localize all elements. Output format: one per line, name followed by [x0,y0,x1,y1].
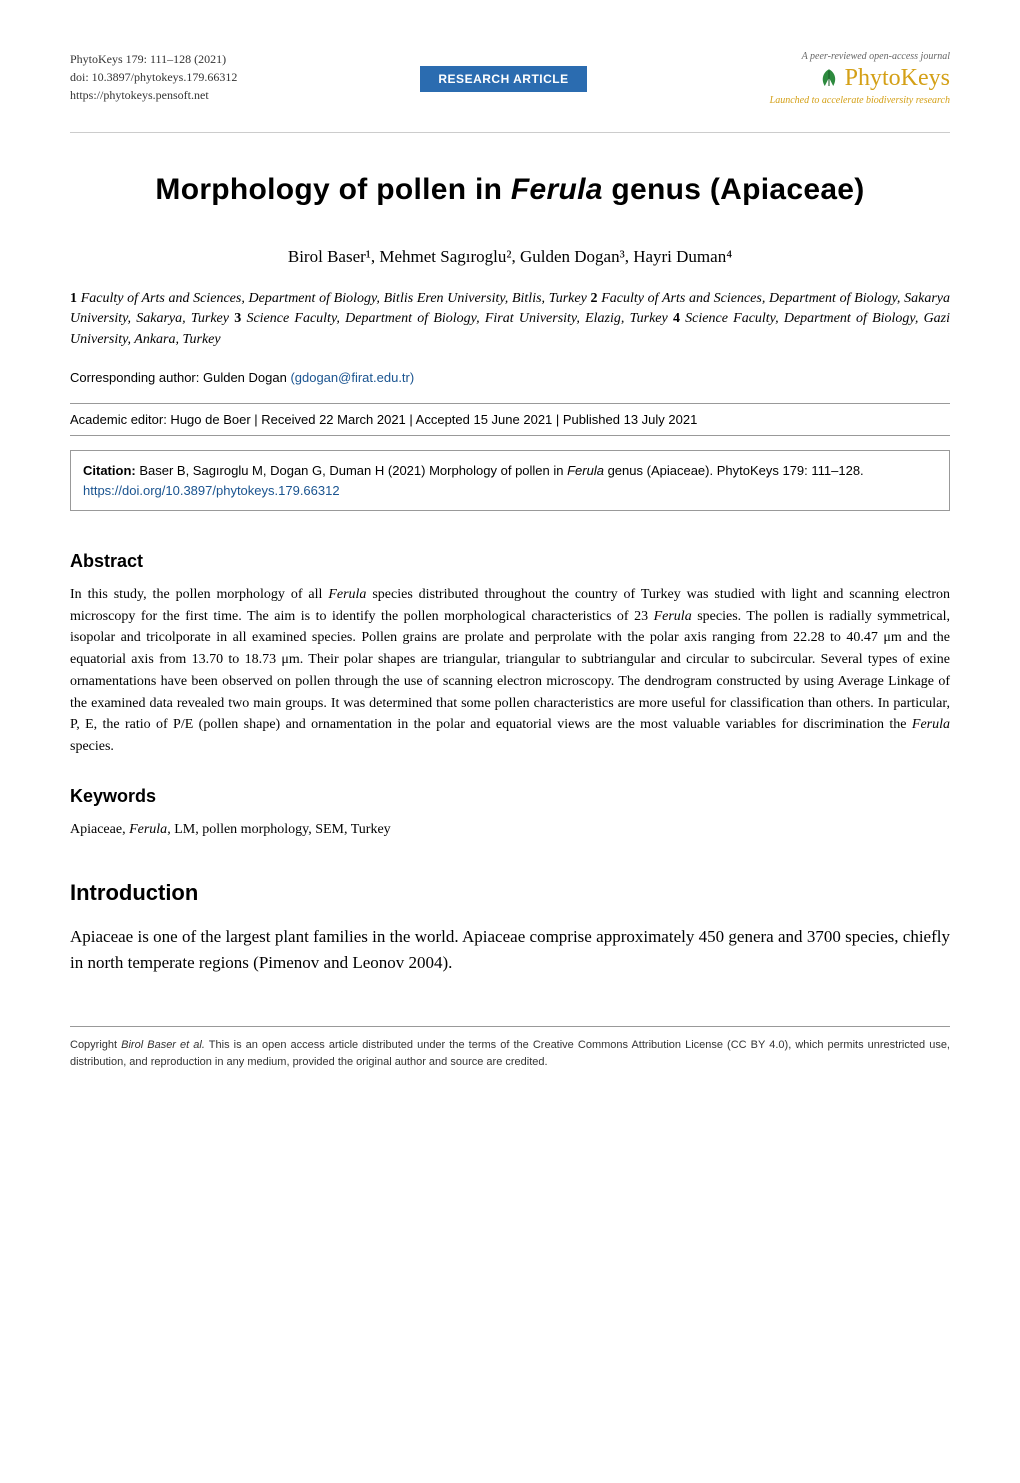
citation-box: Citation: Baser B, Sagıroglu M, Dogan G,… [70,450,950,511]
corresponding-email[interactable]: (gdogan@firat.edu.tr) [290,370,414,385]
journal-line: PhytoKeys 179: 111–128 (2021) [70,50,237,68]
affiliation-text: Faculty of Arts and Sciences, Department… [81,291,591,306]
doi-line: doi: 10.3897/phytokeys.179.66312 [70,68,237,86]
citation-post: genus (Apiaceae). PhytoKeys 179: 111–128… [604,463,864,478]
leaf-icon [815,65,843,93]
article-type-badge: RESEARCH ARTICLE [420,66,586,92]
genus-italic: Ferula [129,822,167,837]
footer-pre: Copyright [70,1039,121,1051]
affiliation-number: 1 [70,291,81,306]
journal-logo-block: A peer-reviewed open-access journal Phyt… [770,50,950,107]
genus-italic: Ferula [654,609,692,624]
journal-logo: PhytoKeys [770,63,950,94]
header-meta: PhytoKeys 179: 111–128 (2021) doi: 10.38… [70,50,237,104]
introduction-body: Apiaceae is one of the largest plant fam… [70,924,950,977]
affiliation-number: 3 [234,311,246,326]
author-list: Birol Baser¹, Mehmet Sagıroglu², Gulden … [70,247,950,267]
introduction-heading: Introduction [70,880,950,906]
citation-genus: Ferula [567,463,604,478]
logo-tagline-top: A peer-reviewed open-access journal [770,50,950,63]
article-title: Morphology of pollen in Ferula genus (Ap… [70,173,950,207]
affiliation-text: Science Faculty, Department of Biology, … [246,311,673,326]
copyright-footer: Copyright Birol Baser et al. This is an … [70,1026,950,1070]
title-pre: Morphology of pollen in [155,173,510,206]
corresponding-name: Gulden Dogan [203,370,290,385]
title-post: genus (Apiaceae) [603,173,865,206]
footer-author: Birol Baser et al. [121,1039,205,1051]
editorial-dates: Academic editor: Hugo de Boer | Received… [70,403,950,436]
keywords-heading: Keywords [70,786,950,807]
citation-doi-link[interactable]: https://doi.org/10.3897/phytokeys.179.66… [83,483,340,498]
corresponding-label: Corresponding author: [70,370,203,385]
abstract-heading: Abstract [70,551,950,572]
logo-text: PhytoKeys [845,63,950,94]
abstract-body: In this study, the pollen morphology of … [70,584,950,758]
genus-italic: Ferula [912,717,950,732]
header-bar: PhytoKeys 179: 111–128 (2021) doi: 10.38… [70,50,950,133]
citation-pre: Baser B, Sagıroglu M, Dogan G, Duman H (… [139,463,567,478]
genus-italic: Ferula [328,587,366,602]
corresponding-author: Corresponding author: Gulden Dogan (gdog… [70,370,950,385]
affiliation-number: 2 [591,291,602,306]
affiliations: 1 Faculty of Arts and Sciences, Departme… [70,289,950,350]
logo-tagline-bottom: Launched to accelerate biodiversity rese… [770,94,950,107]
title-genus: Ferula [511,173,603,206]
citation-label: Citation: [83,463,139,478]
keywords-body: Apiaceae, Ferula, LM, pollen morphology,… [70,819,950,840]
journal-url[interactable]: https://phytokeys.pensoft.net [70,88,209,102]
affiliation-number: 4 [673,311,685,326]
